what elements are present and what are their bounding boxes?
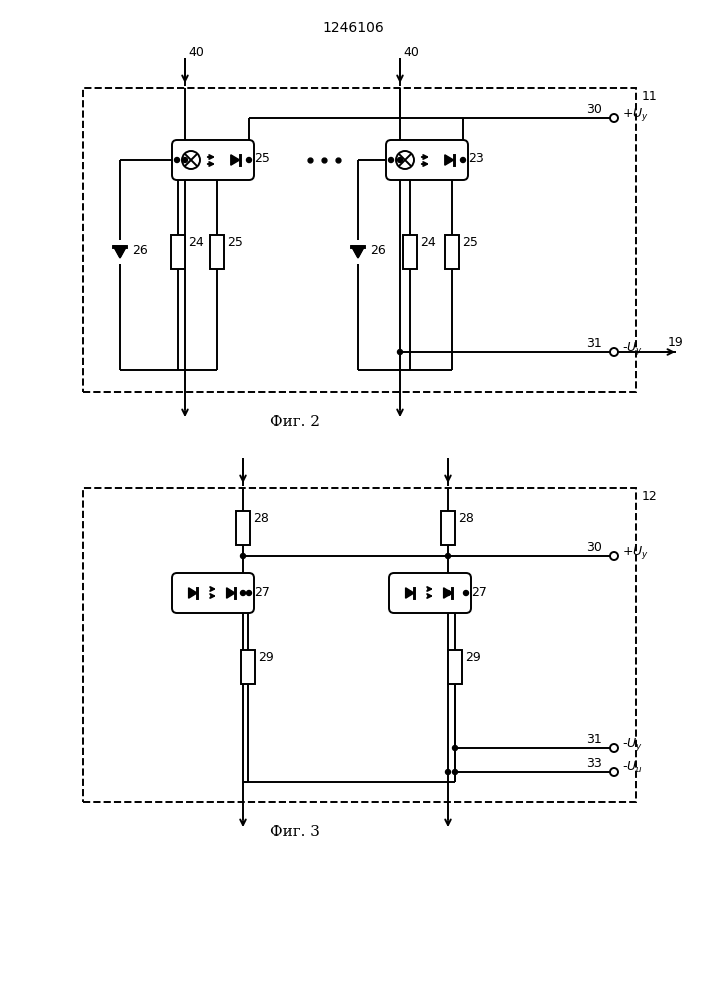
Bar xyxy=(171,235,185,269)
Circle shape xyxy=(445,590,450,595)
Text: Фиг. 2: Фиг. 2 xyxy=(270,415,320,429)
Circle shape xyxy=(397,350,402,355)
Text: -$U_u$: -$U_u$ xyxy=(622,760,643,775)
Text: 25: 25 xyxy=(254,152,270,165)
Circle shape xyxy=(610,768,618,776)
Circle shape xyxy=(182,151,200,169)
FancyBboxPatch shape xyxy=(172,140,254,180)
Circle shape xyxy=(182,157,187,162)
Text: 40: 40 xyxy=(403,46,419,59)
Bar xyxy=(403,235,417,269)
Text: -$U_y$: -$U_y$ xyxy=(622,736,643,753)
Text: 24: 24 xyxy=(420,236,436,249)
Text: 25: 25 xyxy=(227,236,243,249)
Text: 26: 26 xyxy=(132,243,148,256)
Circle shape xyxy=(445,554,450,558)
Polygon shape xyxy=(230,155,240,165)
Text: 30: 30 xyxy=(586,541,602,554)
Text: 27: 27 xyxy=(254,585,270,598)
Polygon shape xyxy=(114,246,126,257)
Circle shape xyxy=(389,157,394,162)
Circle shape xyxy=(247,590,252,595)
Circle shape xyxy=(610,348,618,356)
Circle shape xyxy=(460,157,465,162)
Bar xyxy=(448,650,462,684)
Bar xyxy=(241,650,255,684)
Text: 31: 31 xyxy=(586,733,602,746)
Polygon shape xyxy=(443,588,452,598)
Circle shape xyxy=(610,552,618,560)
Circle shape xyxy=(452,746,457,750)
Text: 1246106: 1246106 xyxy=(322,21,384,35)
Polygon shape xyxy=(445,155,454,165)
Polygon shape xyxy=(189,588,197,598)
Polygon shape xyxy=(352,246,364,257)
Text: +$U_y$: +$U_y$ xyxy=(622,106,649,123)
Text: 12: 12 xyxy=(642,490,658,503)
FancyBboxPatch shape xyxy=(386,140,468,180)
Circle shape xyxy=(610,114,618,122)
Text: 40: 40 xyxy=(188,46,204,59)
Polygon shape xyxy=(406,588,414,598)
Circle shape xyxy=(396,151,414,169)
Bar xyxy=(441,511,455,545)
Text: 19: 19 xyxy=(668,336,684,349)
Bar xyxy=(83,88,636,392)
Circle shape xyxy=(247,157,252,162)
Circle shape xyxy=(397,157,402,162)
FancyBboxPatch shape xyxy=(172,573,254,613)
Text: 29: 29 xyxy=(465,651,481,664)
Text: 23: 23 xyxy=(468,152,484,165)
Circle shape xyxy=(452,770,457,774)
Text: 28: 28 xyxy=(253,512,269,525)
Text: 27: 27 xyxy=(471,585,487,598)
Circle shape xyxy=(445,770,450,774)
Circle shape xyxy=(240,554,245,558)
Bar xyxy=(83,488,636,802)
Text: 31: 31 xyxy=(586,337,602,350)
Text: Фиг. 3: Фиг. 3 xyxy=(270,825,320,839)
Text: 11: 11 xyxy=(642,90,658,103)
Bar xyxy=(210,235,224,269)
Circle shape xyxy=(175,157,180,162)
Text: 30: 30 xyxy=(586,103,602,116)
Text: 29: 29 xyxy=(258,651,274,664)
Bar xyxy=(236,511,250,545)
Text: 26: 26 xyxy=(370,243,386,256)
Text: 28: 28 xyxy=(458,512,474,525)
Text: -$U_y$: -$U_y$ xyxy=(622,340,643,357)
FancyBboxPatch shape xyxy=(389,573,471,613)
Text: 25: 25 xyxy=(462,236,478,249)
Text: +$U_y$: +$U_y$ xyxy=(622,544,649,561)
Text: 33: 33 xyxy=(586,757,602,770)
Circle shape xyxy=(240,590,245,595)
Circle shape xyxy=(610,744,618,752)
Bar xyxy=(445,235,459,269)
Polygon shape xyxy=(227,588,235,598)
Circle shape xyxy=(464,590,469,595)
Text: 24: 24 xyxy=(188,236,204,249)
